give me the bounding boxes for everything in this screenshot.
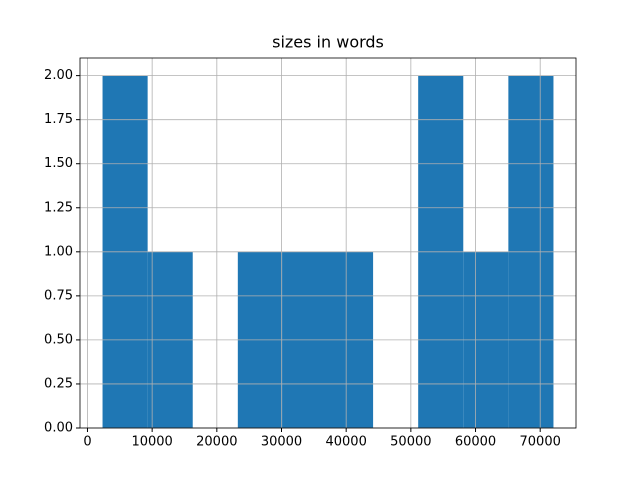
y-tick-label: 0.25: [44, 376, 73, 391]
y-tick-label: 0.50: [44, 332, 73, 347]
x-tick-label: 40000: [325, 435, 366, 450]
y-tick-label: 1.50: [44, 156, 73, 171]
y-tick-label: 1.75: [44, 112, 73, 127]
x-tick-label: 50000: [390, 435, 431, 450]
x-tick-label: 70000: [520, 435, 561, 450]
y-tick-label: 0.00: [44, 421, 73, 436]
plot-frame: [79, 57, 577, 429]
x-tick-label: 20000: [196, 435, 237, 450]
y-tick-label: 2.00: [44, 68, 73, 83]
x-tick-label: 10000: [131, 435, 172, 450]
x-tick-label: 30000: [261, 435, 302, 450]
y-tick-label: 0.75: [44, 288, 73, 303]
y-tick-label: 1.25: [44, 200, 73, 215]
chart-title: sizes in words: [272, 33, 384, 52]
x-tick-label: 60000: [455, 435, 496, 450]
x-tick-label: 0: [83, 435, 91, 450]
y-tick-label: 1.00: [44, 244, 73, 259]
